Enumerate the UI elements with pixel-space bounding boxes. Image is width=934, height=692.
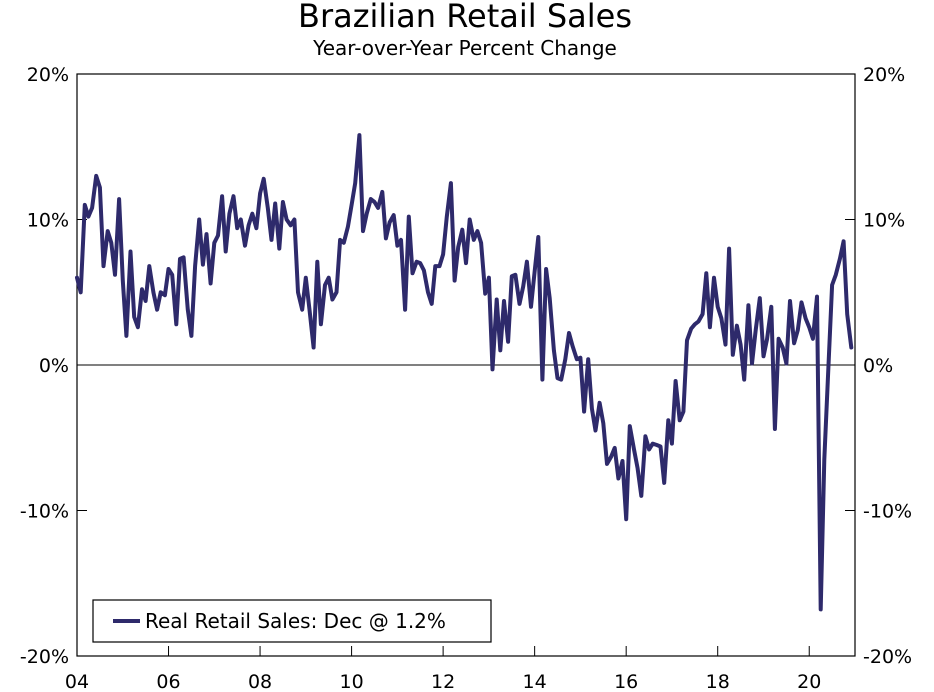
y-tick-label-right: 20% (863, 64, 905, 86)
legend-box (92, 599, 492, 643)
legend-label: Real Retail Sales: Dec @ 1.2% (145, 609, 446, 633)
y-axis-left-labels: 20% 10% 0% -10% -20% (20, 64, 69, 668)
legend: Real Retail Sales: Dec @ 1.2% (92, 599, 492, 643)
tick-marks (76, 73, 855, 657)
y-tick-label-left: 0% (39, 355, 69, 377)
x-tick-label: 12 (431, 671, 455, 692)
x-tick-label: 06 (156, 671, 180, 692)
y-tick-label-left: 20% (27, 64, 69, 86)
y-tick-label-right: -20% (863, 646, 912, 668)
y-tick-label-right: 0% (863, 355, 893, 377)
y-tick-label-left: -20% (20, 646, 69, 668)
x-tick-label: 08 (248, 671, 272, 692)
y-tick-label-left: -10% (20, 501, 69, 523)
series-line (75, 133, 854, 612)
y-axis-right-labels: 20% 10% 0% -10% -20% (863, 64, 912, 668)
x-tick-label: 20 (797, 671, 821, 692)
y-tick-label-right: -10% (863, 501, 912, 523)
y-tick-label-right: 10% (863, 210, 905, 232)
x-tick-label: 16 (614, 671, 638, 692)
series-layer (75, 133, 854, 612)
x-tick-label: 14 (523, 671, 547, 692)
y-tick-label-left: 10% (27, 210, 69, 232)
x-tick-label: 18 (706, 671, 730, 692)
x-tick-label: 04 (65, 671, 89, 692)
chart-subtitle: Year-over-Year Percent Change (312, 36, 617, 60)
x-tick-label: 10 (339, 671, 363, 692)
chart-title: Brazilian Retail Sales (298, 0, 632, 35)
x-axis-labels: 04 06 08 10 12 14 16 18 20 (65, 671, 821, 692)
